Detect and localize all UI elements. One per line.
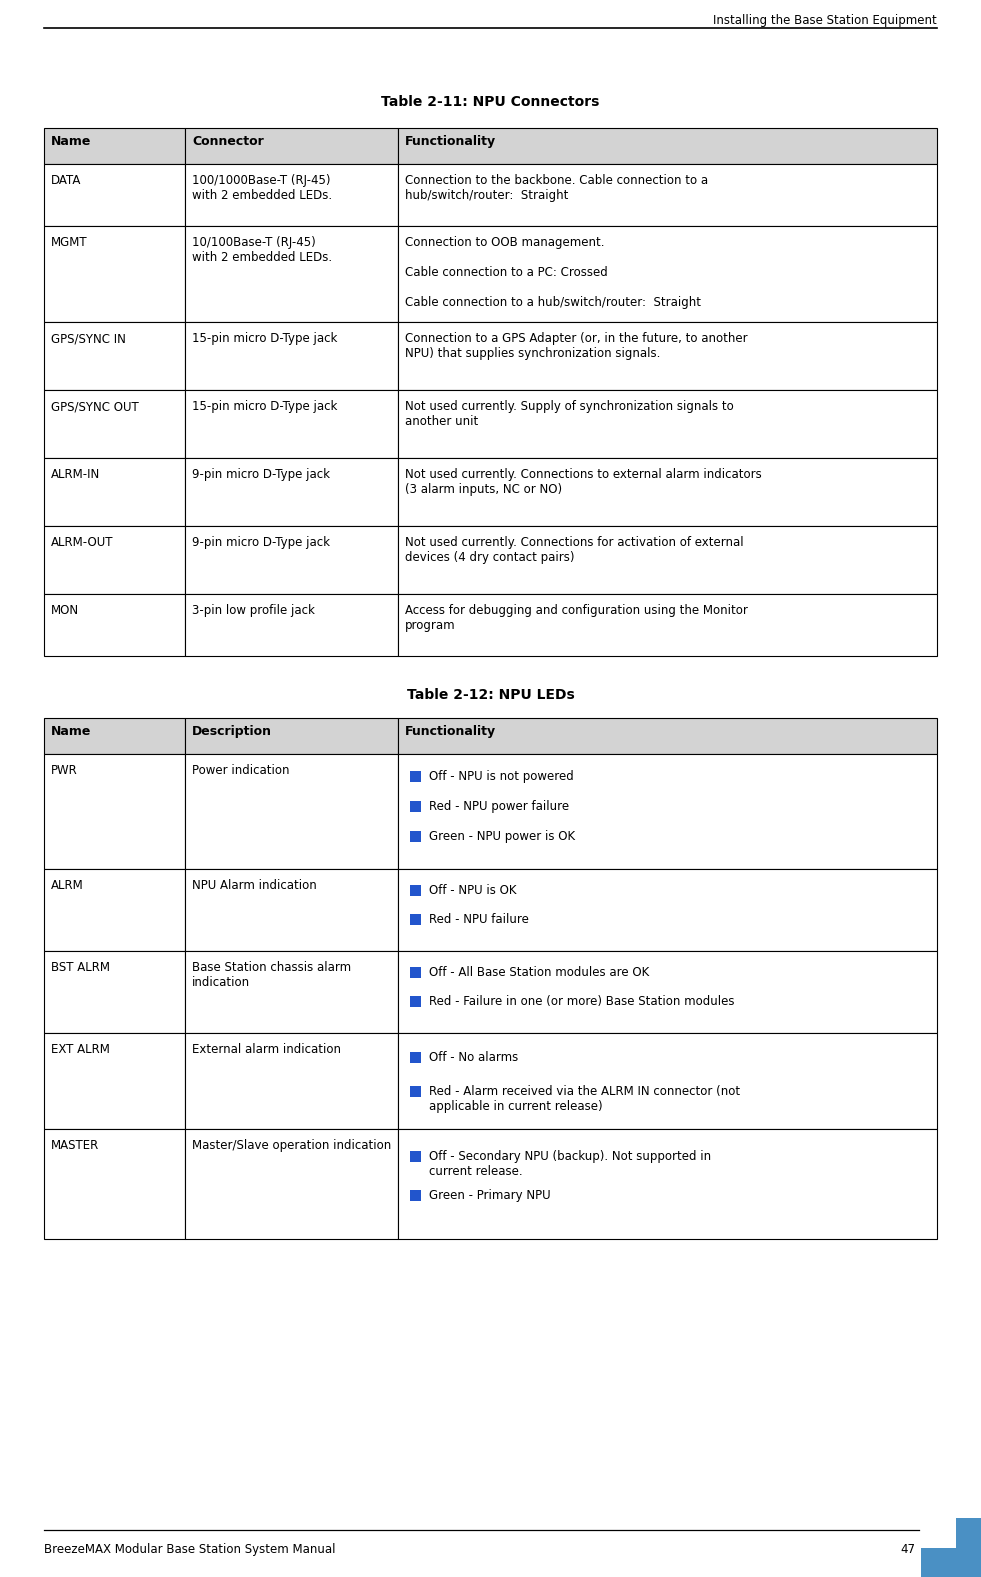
Text: Name: Name: [51, 725, 91, 738]
Bar: [185, 595, 397, 656]
Bar: [410, 1151, 421, 1162]
Text: 9-pin micro D-Type jack: 9-pin micro D-Type jack: [192, 468, 330, 481]
Bar: [185, 869, 397, 951]
Bar: [410, 915, 421, 926]
Text: Table 2-11: NPU Connectors: Table 2-11: NPU Connectors: [382, 95, 599, 109]
Bar: [410, 967, 421, 978]
Bar: [397, 322, 937, 390]
Bar: [44, 390, 185, 457]
Bar: [397, 457, 937, 527]
Bar: [397, 1129, 937, 1240]
Text: Access for debugging and configuration using the Monitor
program: Access for debugging and configuration u…: [404, 604, 748, 632]
Text: Not used currently. Connections to external alarm indicators
(3 alarm inputs, NC: Not used currently. Connections to exter…: [404, 468, 761, 497]
Text: 9-pin micro D-Type jack: 9-pin micro D-Type jack: [192, 536, 330, 549]
Bar: [185, 226, 397, 322]
Bar: [44, 595, 185, 656]
Text: Master/Slave operation indication: Master/Slave operation indication: [192, 1139, 391, 1153]
Bar: [397, 754, 937, 869]
Text: BST ALRM: BST ALRM: [51, 960, 110, 975]
Text: 3-pin low profile jack: 3-pin low profile jack: [192, 604, 315, 617]
Bar: [397, 128, 937, 164]
Bar: [44, 164, 185, 226]
Bar: [410, 1191, 421, 1202]
Bar: [44, 1129, 185, 1240]
Bar: [185, 527, 397, 595]
Bar: [185, 390, 397, 457]
Text: EXT ALRM: EXT ALRM: [51, 1042, 110, 1057]
Bar: [397, 869, 937, 951]
Bar: [185, 1033, 397, 1129]
Bar: [397, 718, 937, 754]
Text: MON: MON: [51, 604, 79, 617]
Bar: [921, 1519, 981, 1577]
Text: Green - NPU power is OK: Green - NPU power is OK: [429, 830, 575, 844]
Text: Functionality: Functionality: [404, 725, 495, 738]
Bar: [410, 885, 421, 896]
Bar: [185, 718, 397, 754]
Text: MASTER: MASTER: [51, 1139, 99, 1153]
Text: PWR: PWR: [51, 763, 77, 777]
Bar: [44, 527, 185, 595]
Bar: [185, 164, 397, 226]
Bar: [185, 951, 397, 1033]
Text: Connector: Connector: [192, 136, 264, 148]
Bar: [185, 457, 397, 527]
Text: Table 2-12: NPU LEDs: Table 2-12: NPU LEDs: [407, 688, 574, 702]
Text: Description: Description: [192, 725, 272, 738]
Text: 15-pin micro D-Type jack: 15-pin micro D-Type jack: [192, 401, 337, 413]
Bar: [185, 322, 397, 390]
Text: Red - NPU failure: Red - NPU failure: [429, 913, 529, 926]
Text: MGMT: MGMT: [51, 237, 87, 249]
Text: Red - Alarm received via the ALRM IN connector (not
applicable in current releas: Red - Alarm received via the ALRM IN con…: [429, 1085, 740, 1113]
Text: Red - Failure in one (or more) Base Station modules: Red - Failure in one (or more) Base Stat…: [429, 995, 734, 1008]
Bar: [410, 831, 421, 842]
Text: Off - All Base Station modules are OK: Off - All Base Station modules are OK: [429, 967, 648, 979]
Bar: [410, 801, 421, 812]
Bar: [44, 951, 185, 1033]
Text: 47: 47: [900, 1542, 915, 1556]
Text: BreezeMAX Modular Base Station System Manual: BreezeMAX Modular Base Station System Ma…: [44, 1542, 336, 1556]
Text: 10/100Base-T (RJ-45)
with 2 embedded LEDs.: 10/100Base-T (RJ-45) with 2 embedded LED…: [192, 237, 333, 263]
Bar: [44, 1033, 185, 1129]
Text: Off - No alarms: Off - No alarms: [429, 1050, 518, 1064]
Text: Off - Secondary NPU (backup). Not supported in
current release.: Off - Secondary NPU (backup). Not suppor…: [429, 1150, 711, 1178]
Bar: [410, 1052, 421, 1063]
Text: External alarm indication: External alarm indication: [192, 1042, 341, 1057]
Text: 15-pin micro D-Type jack: 15-pin micro D-Type jack: [192, 333, 337, 345]
Text: GPS/SYNC IN: GPS/SYNC IN: [51, 333, 126, 345]
Text: Red - NPU power failure: Red - NPU power failure: [429, 800, 569, 812]
Bar: [44, 457, 185, 527]
Text: ALRM: ALRM: [51, 878, 83, 893]
Text: Not used currently. Supply of synchronization signals to
another unit: Not used currently. Supply of synchroniz…: [404, 401, 734, 427]
Text: Connection to a GPS Adapter (or, in the future, to another
NPU) that supplies sy: Connection to a GPS Adapter (or, in the …: [404, 333, 748, 360]
Bar: [410, 771, 421, 782]
Text: Installing the Base Station Equipment: Installing the Base Station Equipment: [713, 14, 937, 27]
Bar: [185, 1129, 397, 1240]
Bar: [397, 595, 937, 656]
Bar: [397, 226, 937, 322]
Bar: [397, 527, 937, 595]
Text: Off - NPU is not powered: Off - NPU is not powered: [429, 770, 573, 782]
Bar: [44, 754, 185, 869]
Text: 100/1000Base-T (RJ-45)
with 2 embedded LEDs.: 100/1000Base-T (RJ-45) with 2 embedded L…: [192, 173, 333, 202]
Bar: [44, 226, 185, 322]
Text: Connection to the backbone. Cable connection to a
hub/switch/router:  Straight: Connection to the backbone. Cable connec…: [404, 173, 707, 202]
Text: NPU Alarm indication: NPU Alarm indication: [192, 878, 317, 893]
Bar: [397, 390, 937, 457]
Bar: [410, 1087, 421, 1098]
Text: Base Station chassis alarm
indication: Base Station chassis alarm indication: [192, 960, 351, 989]
Text: Green - Primary NPU: Green - Primary NPU: [429, 1189, 550, 1202]
Text: DATA: DATA: [51, 173, 81, 188]
Text: Power indication: Power indication: [192, 763, 289, 777]
Text: Functionality: Functionality: [404, 136, 495, 148]
Bar: [397, 951, 937, 1033]
Text: ALRM-OUT: ALRM-OUT: [51, 536, 114, 549]
Bar: [44, 718, 185, 754]
Text: Not used currently. Connections for activation of external
devices (4 dry contac: Not used currently. Connections for acti…: [404, 536, 744, 565]
Text: Connection to OOB management.

Cable connection to a PC: Crossed

Cable connecti: Connection to OOB management. Cable conn…: [404, 237, 700, 309]
Text: Name: Name: [51, 136, 91, 148]
Text: ALRM-IN: ALRM-IN: [51, 468, 100, 481]
Bar: [44, 128, 185, 164]
Text: Off - NPU is OK: Off - NPU is OK: [429, 885, 516, 897]
Bar: [410, 997, 421, 1008]
